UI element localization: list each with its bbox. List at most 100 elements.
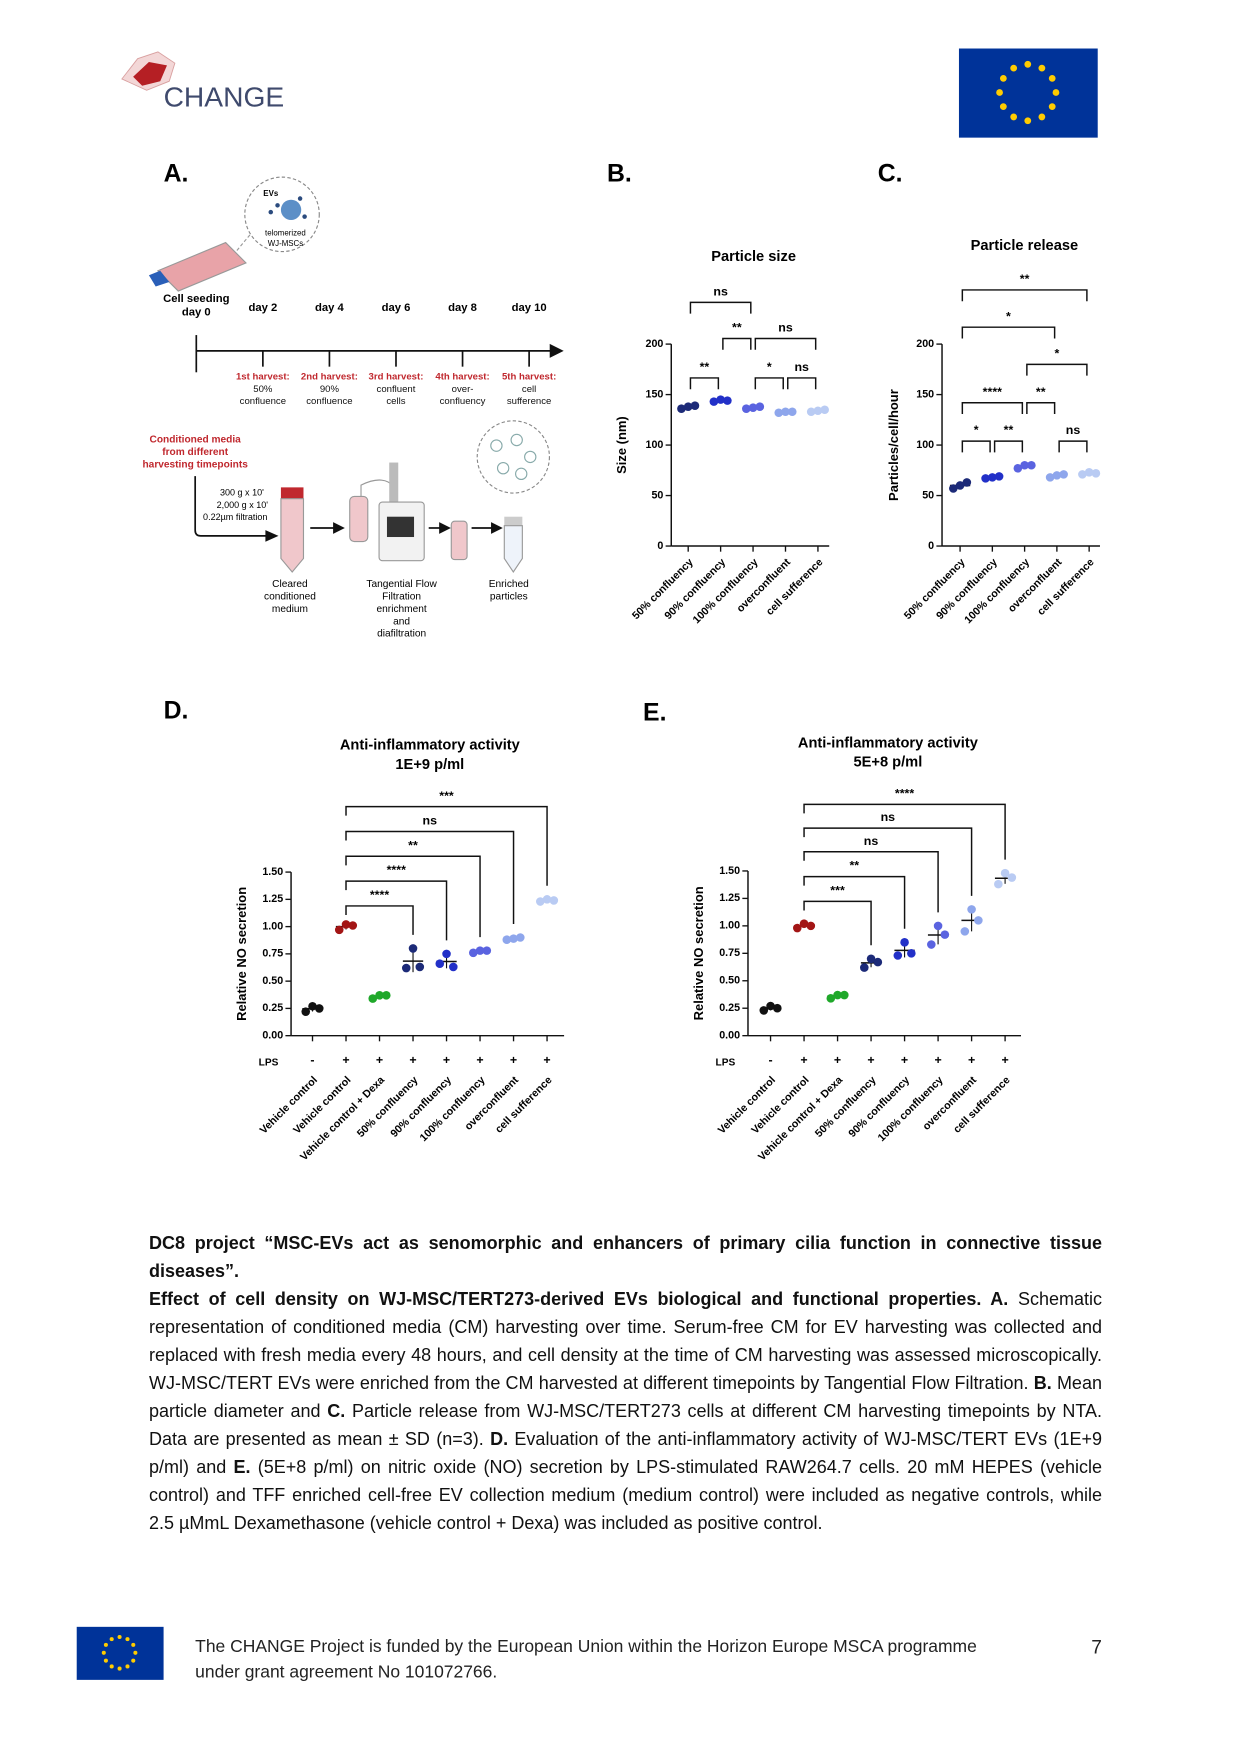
y-tick-label: 0.75 [262, 948, 283, 960]
caption-run: Schematic representation of conditioned … [149, 1289, 1102, 1393]
star [109, 1637, 114, 1642]
significance-label: **** [895, 787, 914, 801]
data-point [833, 990, 842, 1000]
significance-bracket [803, 851, 939, 913]
x-tick-label: Vehicle control [716, 1074, 778, 1136]
chart-title: Particle release [971, 238, 1079, 254]
star [1052, 89, 1060, 96]
star [103, 1642, 108, 1647]
y-tick-label: 0.25 [719, 1002, 740, 1014]
x-tick-label: cell sufference [764, 556, 826, 618]
data-point [940, 930, 950, 939]
process-icons [280, 420, 550, 574]
process-label: Tangential Flow [366, 579, 437, 590]
lps-sign: + [510, 1053, 517, 1067]
panel-label: C. [878, 160, 903, 187]
significance-bracket [689, 301, 752, 314]
data-point [442, 949, 451, 959]
y-tick-label: 0.50 [719, 975, 740, 987]
day-label: day 8 [448, 302, 477, 314]
caption-run: D. [490, 1429, 509, 1449]
y-tick-label: 0.00 [262, 1029, 283, 1041]
data-point [683, 402, 693, 411]
y-tick-label: 0.50 [262, 975, 283, 987]
data-point [755, 402, 765, 411]
significance-bracket [787, 377, 817, 390]
significance-label: * [1006, 309, 1011, 323]
star [117, 1634, 122, 1640]
star [1048, 103, 1056, 110]
panel-label: E. [643, 700, 666, 727]
significance-label: ** [700, 360, 710, 374]
data-point [907, 949, 916, 958]
data-point [549, 896, 559, 905]
y-axis-label: Relative NO secretion [691, 886, 706, 1020]
seeding-label: day 0 [182, 306, 211, 318]
data-point [542, 895, 552, 904]
process-label: diafiltration [377, 629, 426, 640]
logo: CHANGE [121, 51, 284, 113]
chart-title: Anti-inflammatory activity [340, 738, 521, 754]
data-point [677, 404, 686, 414]
data-point [1000, 868, 1010, 878]
significance-bracket [961, 326, 1056, 339]
timeline-labels: day 2 day 4 day 6 day 8 day 10 1st harvest: 50… [236, 302, 556, 407]
data-point [873, 957, 883, 967]
significance-label: ** [408, 838, 418, 852]
caption: DC8 project “MSC-EVs act as senomorphic … [149, 1229, 1102, 1537]
y-tick-label: 150 [916, 388, 934, 400]
data-point [806, 921, 816, 931]
significance-bracket [1058, 440, 1088, 453]
process-label: particles [490, 591, 528, 602]
caption-run: Evaluation of the anti-inflammatory acti… [149, 1429, 1102, 1477]
lps-sign: + [968, 1053, 975, 1067]
page-number: 7 [1091, 1637, 1102, 1658]
significance-label: * [974, 423, 979, 437]
significance-bracket [993, 440, 1024, 453]
star [999, 103, 1007, 110]
lps-sign: + [376, 1053, 383, 1067]
lps-sign: - [310, 1053, 314, 1067]
chart: E. Anti-inflammatory activity 5E+8 p/ml Rel… [643, 700, 1022, 1163]
significance-label: **** [387, 863, 406, 877]
data-point [994, 879, 1003, 889]
x-tick-label: Vehicle control [291, 1074, 353, 1136]
significance-bracket [754, 337, 817, 350]
data-point [933, 921, 943, 931]
harvest-label: 3rd harvest: [369, 371, 424, 382]
data-point [401, 963, 411, 973]
data-point [1027, 460, 1036, 470]
significance-bracket [803, 803, 1006, 860]
significance-label: ns [1066, 423, 1081, 437]
star [109, 1664, 114, 1669]
caption-run: B. [1033, 1373, 1052, 1393]
significance-label: ns [713, 284, 728, 298]
significance-bracket [754, 377, 784, 390]
data-point [314, 1004, 324, 1013]
data-point [308, 1001, 317, 1011]
harvest-label: 1st harvest: [236, 371, 290, 382]
significance-bracket [345, 855, 481, 938]
data-point [955, 481, 965, 490]
step-label: 300 g x 10' [220, 487, 264, 497]
significance-label: * [1054, 347, 1059, 361]
day-label: day 4 [315, 302, 345, 314]
timeline [195, 335, 564, 373]
lps-sign: + [409, 1053, 416, 1067]
caption-run: (5E+8 p/ml) on nitric oxide (NO) secreti… [149, 1457, 1102, 1533]
step-label: 0.22µm filtration [203, 512, 267, 522]
caption-run: C. [327, 1401, 346, 1421]
data-point [1084, 468, 1094, 477]
data-point [949, 484, 958, 493]
significance-bracket [803, 827, 973, 896]
harvest-label: 2nd harvest: [301, 371, 358, 382]
chart: D. Anti-inflammatory activity 1E+9 p/ml Rel… [164, 697, 565, 1163]
eu-flag-footer [76, 1626, 164, 1680]
data-point [301, 1007, 311, 1016]
significance-label: ** [732, 321, 742, 335]
significance-bracket [1026, 363, 1088, 376]
significance-bracket [345, 805, 548, 886]
step-label: 2,000 g x 10' [217, 500, 269, 510]
significance-label: ns [881, 810, 896, 824]
